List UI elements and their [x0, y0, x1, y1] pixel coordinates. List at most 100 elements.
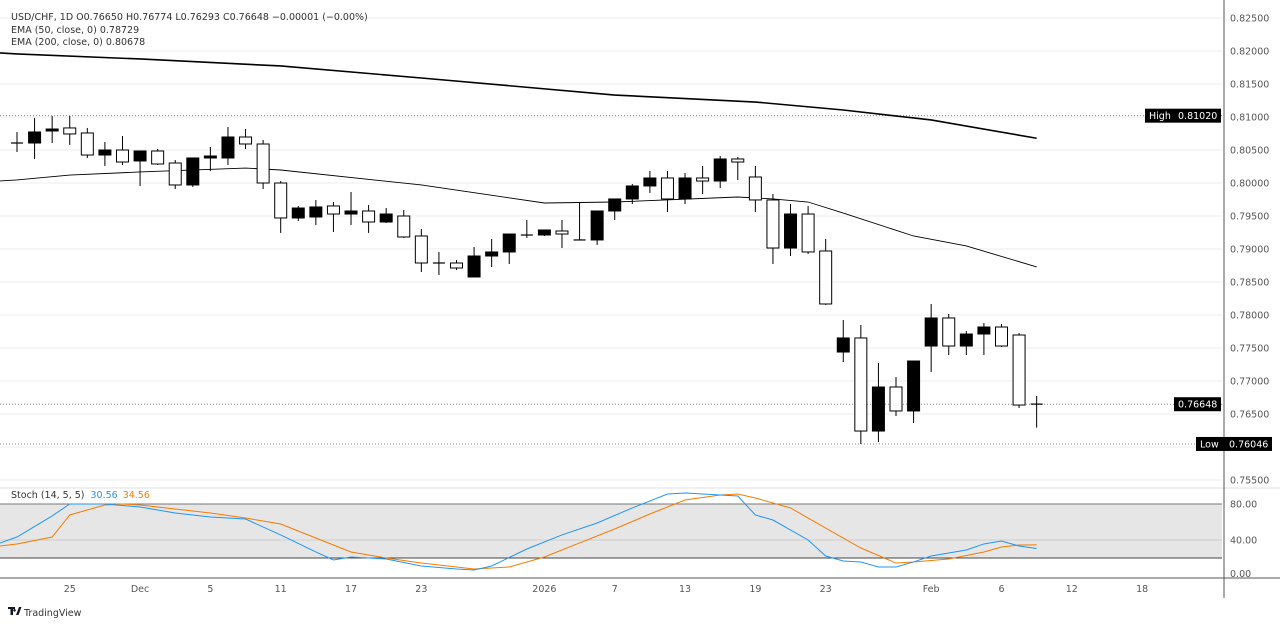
time-tick-label: 25: [64, 584, 76, 595]
stoch-k-value: 30.56: [91, 490, 118, 501]
candle: [485, 238, 499, 268]
candle-body: [766, 199, 780, 249]
price-tick-label: 0.77000: [1230, 377, 1269, 388]
candle: [28, 117, 42, 159]
time-tick-label: 11: [275, 584, 287, 595]
candle-body: [608, 198, 622, 212]
candle: [994, 323, 1008, 348]
candle: [1030, 395, 1043, 428]
candle-body: [151, 150, 165, 165]
candle-body: [362, 210, 376, 223]
price-tick-label: 0.76500: [1230, 410, 1269, 421]
tradingview-logo[interactable]: TradingView: [8, 607, 82, 619]
candle-body: [45, 128, 59, 132]
time-tick-label: 23: [415, 584, 427, 595]
candle: [115, 136, 129, 165]
candle: [45, 116, 59, 144]
price-tick-label: 0.78500: [1230, 278, 1269, 289]
candle: [537, 229, 551, 236]
candle-body: [625, 185, 639, 200]
time-tick-label: Dec: [131, 584, 149, 595]
candle: [520, 219, 533, 238]
stoch-tick-label: 80.00: [1230, 500, 1257, 511]
candle-body: [871, 386, 885, 432]
candle: [11, 131, 23, 152]
candle: [660, 170, 674, 212]
candle: [942, 314, 956, 355]
price-grid: [0, 17, 1222, 481]
time-tick-label: 12: [1066, 584, 1078, 595]
candle-body: [959, 333, 973, 347]
candle-body: [203, 155, 217, 159]
stoch-lines: [0, 492, 1037, 571]
ema50-legend: EMA (50, close, 0) 0.78729: [11, 25, 139, 36]
candle-body: [502, 233, 516, 253]
price-tick-label: 0.78000: [1230, 311, 1269, 322]
time-tick-label: 2026: [532, 584, 556, 595]
ema50-line: [0, 167, 1037, 268]
last-price-tag-value-box: [1174, 397, 1221, 412]
candle: [924, 303, 938, 373]
candle: [907, 360, 921, 423]
candle: [151, 149, 165, 165]
candle-body: [924, 317, 938, 347]
candle: [344, 191, 358, 225]
candle: [819, 238, 833, 305]
candle: [221, 126, 235, 165]
time-tick-label: 18: [1136, 584, 1148, 595]
candle: [608, 198, 622, 220]
ema200-legend: EMA (200, close, 0) 0.80678: [11, 37, 145, 48]
candle: [186, 157, 200, 187]
candle-body: [414, 235, 428, 264]
level-lines: [0, 115, 1222, 445]
candle-body: [696, 177, 710, 182]
candle: [696, 165, 710, 194]
candle-body: [994, 326, 1008, 347]
stoch-legend: Stoch (14, 5, 5) 30.56 34.56: [11, 490, 150, 501]
price-tick-label: 0.80000: [1230, 179, 1269, 190]
candle-body: [485, 251, 499, 257]
candles: [11, 116, 1043, 444]
candle: [801, 205, 815, 255]
candle-body: [977, 326, 991, 335]
candle: [1012, 333, 1026, 408]
candle-body: [854, 337, 868, 432]
candle: [168, 159, 182, 190]
stoch-label: Stoch (14, 5, 5): [11, 490, 85, 501]
candle: [836, 320, 850, 362]
candle: [309, 199, 323, 225]
candle: [133, 150, 147, 186]
candle-body: [221, 136, 235, 159]
candle-body: [784, 213, 798, 249]
candle: [326, 202, 340, 232]
candle-body: [555, 230, 569, 235]
low-tag-label-box: [1196, 436, 1225, 451]
candle: [80, 127, 94, 158]
candle: [731, 156, 745, 180]
candle: [959, 330, 973, 355]
candle-body: [942, 317, 956, 347]
candle: [432, 251, 445, 276]
candle: [362, 204, 376, 233]
time-tick-label: 19: [749, 584, 761, 595]
stoch-tick-label: 40.00: [1230, 536, 1257, 547]
candle-body: [80, 132, 94, 156]
candle: [63, 116, 77, 145]
time-tick-label: 5: [207, 584, 213, 595]
candle-body: [326, 205, 340, 215]
price-tags: 0.81020 High 0.76648 0.76046 Low: [1145, 108, 1272, 451]
candle: [98, 142, 112, 166]
candle-body: [133, 150, 147, 162]
candle: [678, 172, 692, 204]
symbol-legend: USD/CHF, 1D O0.76650 H0.76774 L0.76293 C…: [11, 12, 368, 23]
high-tag-value-box: [1174, 108, 1221, 123]
candle-body: [239, 136, 253, 145]
low-tag: 0.76046 Low: [1196, 436, 1272, 451]
time-tick-label: 6: [998, 584, 1004, 595]
stoch-d-value: 34.56: [123, 490, 150, 501]
time-tick-label: 7: [612, 584, 618, 595]
candle: [555, 219, 569, 249]
candle: [203, 146, 217, 171]
candle: [766, 193, 780, 264]
